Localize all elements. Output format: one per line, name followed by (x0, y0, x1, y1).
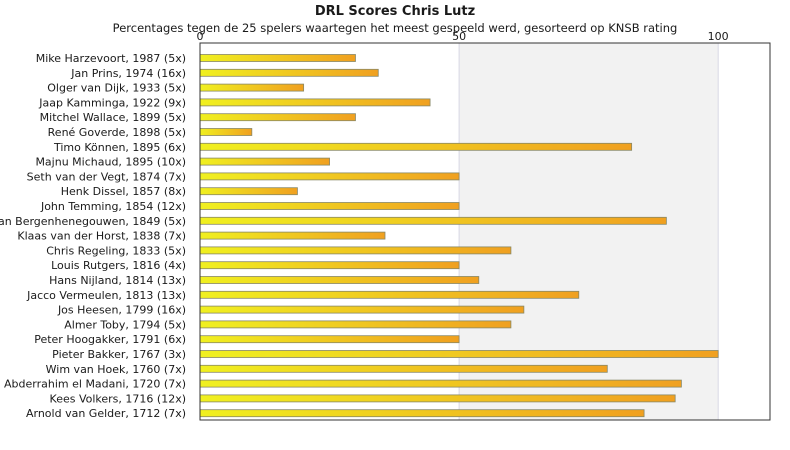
category-label: Wim van Hoek, 1760 (7x) (46, 363, 186, 376)
category-label: Jan Prins, 1974 (16x) (70, 67, 186, 80)
category-label: René Goverde, 1898 (5x) (48, 126, 186, 139)
bar (199, 142, 633, 151)
category-label: Jacco Vermeulen, 1813 (13x) (26, 289, 186, 302)
bar (199, 68, 379, 77)
bar (199, 261, 460, 270)
bar (199, 364, 608, 373)
category-label: Almer Toby, 1794 (5x) (64, 318, 186, 331)
bar (199, 409, 645, 418)
category-label: Jaap Kamminga, 1922 (9x) (38, 96, 186, 109)
category-label: Kees Volkers, 1716 (12x) (50, 392, 186, 405)
category-label: Chris Regeling, 1833 (5x) (46, 244, 186, 257)
category-label: Mitchel Wallace, 1899 (5x) (40, 111, 186, 124)
category-label: Hans Nijland, 1814 (13x) (49, 274, 186, 287)
category-label: Louis Rutgers, 1816 (4x) (51, 259, 186, 272)
bar (199, 113, 356, 122)
category-label: Henk Dissel, 1857 (8x) (61, 185, 186, 198)
bar (199, 172, 460, 181)
bar (199, 187, 298, 196)
x-tick-label: 0 (197, 30, 204, 43)
bar (199, 54, 356, 62)
bar (199, 335, 460, 344)
category-label: Majnu Michaud, 1895 (10x) (35, 156, 186, 169)
category-label: John Temming, 1854 (12x) (40, 200, 186, 213)
chart-subtitle: Percentages tegen de 25 spelers waartege… (112, 21, 678, 35)
category-label: Jos Heesen, 1799 (16x) (57, 304, 186, 317)
bar (199, 276, 480, 284)
bar (199, 83, 305, 92)
bar (199, 290, 580, 299)
category-label: Klaas van der Horst, 1838 (7x) (17, 230, 186, 243)
category-label: Abderrahim el Madani, 1720 (7x) (4, 378, 186, 391)
bar (199, 320, 512, 329)
bar (199, 246, 512, 255)
category-label: Arnold van Gelder, 1712 (7x) (26, 407, 186, 420)
category-label: Pieter Bakker, 1767 (3x) (52, 348, 186, 361)
bar (199, 202, 460, 210)
x-tick-label: 50 (452, 30, 466, 43)
bar (199, 216, 667, 225)
bar (199, 128, 253, 136)
category-label: Seth van der Vegt, 1874 (7x) (27, 170, 186, 183)
category-labels: Mike Harzevoort, 1987 (5x) Jan Prins, 197… (0, 52, 186, 420)
bar (199, 305, 525, 314)
plot-background (459, 43, 719, 420)
category-label: Mike Harzevoort, 1987 (5x) (36, 52, 186, 65)
bar (199, 98, 431, 107)
x-tick-label: 100 (708, 30, 729, 43)
bar (199, 157, 330, 166)
category-label: van Bergenhenegouwen, 1849 (5x) (0, 215, 186, 228)
plot-frame (199, 42, 771, 421)
category-label: Olger van Dijk, 1933 (5x) (47, 82, 186, 95)
category-label: Timo Können, 1895 (6x) (53, 141, 186, 154)
bar (199, 379, 682, 388)
x-axis-ticks: 0 50 100 (197, 30, 729, 43)
category-label: Peter Hoogakker, 1791 (6x) (34, 333, 186, 346)
bar (199, 231, 386, 240)
bar (199, 394, 676, 403)
chart-title: DRL Scores Chris Lutz (314, 4, 476, 19)
bar (199, 350, 719, 358)
grid-band (459, 43, 719, 420)
